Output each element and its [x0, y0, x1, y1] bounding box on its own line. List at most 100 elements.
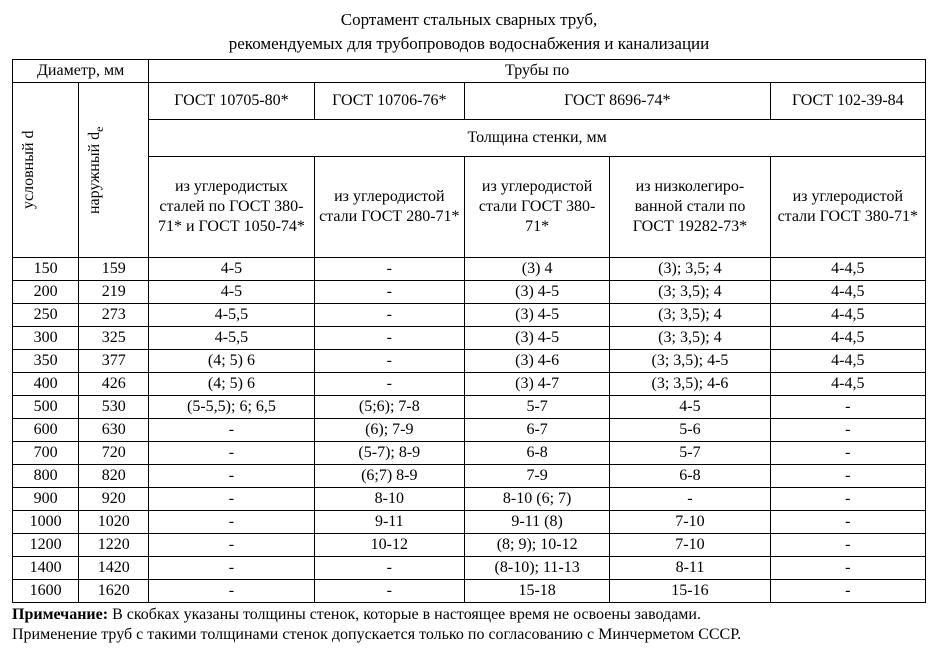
table-cell: 377 — [79, 349, 149, 372]
table-cell: (3) 4 — [464, 257, 609, 280]
table-cell: 1200 — [13, 533, 79, 556]
table-cell: (3; 3,5); 4-6 — [610, 372, 770, 395]
table-cell: (4; 5) 6 — [149, 372, 314, 395]
table-cell: (3; 3,5); 4 — [610, 303, 770, 326]
table-cell: 426 — [79, 372, 149, 395]
table-cell: 273 — [79, 303, 149, 326]
table-row: 600630-(6); 7-96-75-6- — [13, 418, 926, 441]
table-cell: 9-11 — [314, 510, 464, 533]
table-cell: 5-7 — [464, 395, 609, 418]
table-cell: - — [314, 372, 464, 395]
table-cell: 300 — [13, 326, 79, 349]
note-text2: Применение труб с такими толщинами стено… — [12, 626, 741, 643]
table-cell: - — [149, 418, 314, 441]
table-cell: (3) 4-5 — [464, 303, 609, 326]
table-cell: - — [770, 579, 925, 602]
table-row: 14001420--(8-10); 11-138-11- — [13, 556, 926, 579]
hdr-gost4: ГОСТ 102-39-84 — [770, 82, 925, 119]
hdr-gost2: ГОСТ 10706-76* — [314, 82, 464, 119]
table-cell: 4-5 — [149, 280, 314, 303]
hdr-pipes-by: Трубы по — [149, 59, 926, 82]
table-cell: 6-8 — [464, 441, 609, 464]
table-cell: - — [149, 533, 314, 556]
table-cell: 400 — [13, 372, 79, 395]
pipe-table: Диаметр, мм Трубы по условный d наружный… — [12, 59, 926, 603]
table-cell: 7-10 — [610, 510, 770, 533]
table-cell: 250 — [13, 303, 79, 326]
table-cell: - — [314, 349, 464, 372]
table-cell: 900 — [13, 487, 79, 510]
table-cell: 630 — [79, 418, 149, 441]
table-cell: (3) 4-5 — [464, 280, 609, 303]
table-row: 16001620--15-1815-16- — [13, 579, 926, 602]
table-cell: (5;6); 7-8 — [314, 395, 464, 418]
table-cell: 4-4,5 — [770, 257, 925, 280]
table-cell: - — [149, 579, 314, 602]
table-cell: - — [314, 579, 464, 602]
hdr-nominal-d: условный d — [13, 82, 79, 257]
table-cell: 7-10 — [610, 533, 770, 556]
note-text1: В скобках указаны толщины стенок, которы… — [108, 606, 701, 623]
table-cell: 6-8 — [610, 464, 770, 487]
table-cell: 720 — [79, 441, 149, 464]
table-cell: 350 — [13, 349, 79, 372]
table-cell: 15-18 — [464, 579, 609, 602]
table-cell: (3); 3,5; 4 — [610, 257, 770, 280]
table-cell: 4-4,5 — [770, 280, 925, 303]
table-cell: - — [770, 464, 925, 487]
table-cell: 150 — [13, 257, 79, 280]
table-cell: 530 — [79, 395, 149, 418]
table-row: 2502734-5,5-(3) 4-5(3; 3,5); 44-4,5 — [13, 303, 926, 326]
table-body: 1501594-5-(3) 4(3); 3,5; 44-4,52002194-5… — [13, 257, 926, 602]
table-row: 900920-8-108-10 (6; 7)-- — [13, 487, 926, 510]
table-cell: 4-4,5 — [770, 303, 925, 326]
table-cell: 15-16 — [610, 579, 770, 602]
table-row: 2002194-5-(3) 4-5(3; 3,5); 44-4,5 — [13, 280, 926, 303]
table-cell: 8-10 — [314, 487, 464, 510]
table-cell: 5-7 — [610, 441, 770, 464]
table-row: 3003254-5,5-(3) 4-5(3; 3,5); 44-4,5 — [13, 326, 926, 349]
table-cell: (8-10); 11-13 — [464, 556, 609, 579]
table-cell: 600 — [13, 418, 79, 441]
table-cell: - — [770, 441, 925, 464]
hdr-mat2: из углеродистой стали ГОСТ 280-71* — [314, 156, 464, 257]
hdr-outer-de: наружный dе — [79, 82, 149, 257]
table-cell: - — [770, 510, 925, 533]
table-cell: - — [149, 441, 314, 464]
table-cell: - — [149, 510, 314, 533]
table-cell: - — [149, 556, 314, 579]
note: Примечание: В скобках указаны толщины ст… — [12, 605, 926, 645]
table-cell: (3) 4-7 — [464, 372, 609, 395]
hdr-gost1: ГОСТ 10705-80* — [149, 82, 314, 119]
table-cell: 159 — [79, 257, 149, 280]
table-cell: - — [770, 418, 925, 441]
table-row: 700720-(5-7); 8-96-85-7- — [13, 441, 926, 464]
table-cell: 1600 — [13, 579, 79, 602]
table-cell: - — [314, 303, 464, 326]
table-cell: 219 — [79, 280, 149, 303]
hdr-gost3: ГОСТ 8696-74* — [464, 82, 770, 119]
table-cell: - — [770, 487, 925, 510]
table-cell: 4-4,5 — [770, 372, 925, 395]
table-cell: 700 — [13, 441, 79, 464]
table-cell: 4-5 — [149, 257, 314, 280]
hdr-mat3: из углеродистой стали ГОСТ 380-71* — [464, 156, 609, 257]
note-label: Примечание: — [12, 606, 108, 623]
table-cell: - — [314, 257, 464, 280]
table-cell: - — [314, 326, 464, 349]
table-cell: - — [149, 464, 314, 487]
hdr-mat4: из низколегиро-ванной стали по ГОСТ 1928… — [610, 156, 770, 257]
table-cell: (8; 9); 10-12 — [464, 533, 609, 556]
table-cell: - — [770, 556, 925, 579]
table-row: 12001220-10-12(8; 9); 10-127-10- — [13, 533, 926, 556]
table-cell: 4-5,5 — [149, 303, 314, 326]
table-cell: 7-9 — [464, 464, 609, 487]
table-cell: - — [610, 487, 770, 510]
table-row: 1501594-5-(3) 4(3); 3,5; 44-4,5 — [13, 257, 926, 280]
title-line2: рекомендуемых для трубопроводов водоснаб… — [12, 34, 926, 54]
hdr-mat1: из углеродистых сталей по ГОСТ 380-71* и… — [149, 156, 314, 257]
table-cell: 1400 — [13, 556, 79, 579]
table-cell: (5-5,5); 6; 6,5 — [149, 395, 314, 418]
table-cell: 9-11 (8) — [464, 510, 609, 533]
table-cell: (3; 3,5); 4-5 — [610, 349, 770, 372]
